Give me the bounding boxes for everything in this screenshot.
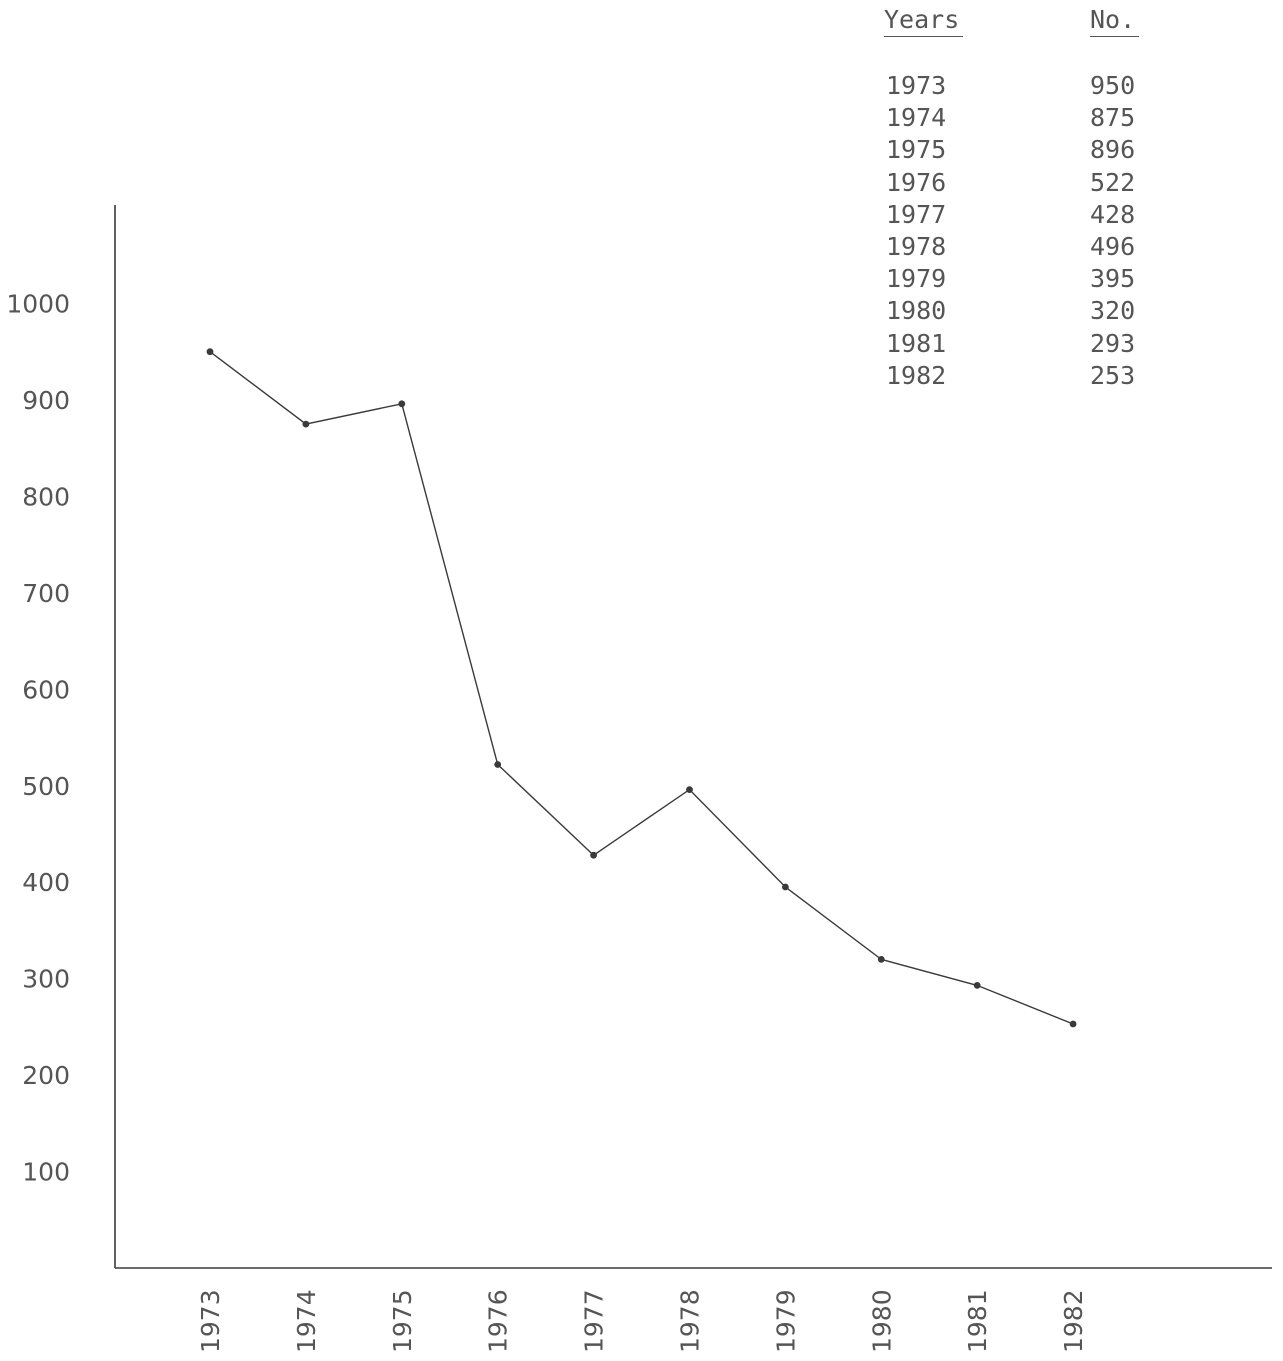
series-layer [206,348,1077,1028]
table-cell-year: 1980 [886,296,947,326]
table-cell-no: 428 [1090,199,1136,229]
x-tick-label: 1978 [676,1289,705,1353]
table-row: 1973 950 [884,70,1154,102]
table-row: 1975 896 [884,134,1154,166]
data-table: Years No. 1973 950 1974 875 1975 896 197… [884,4,1154,392]
table-header: Years No. [884,4,1154,40]
table-row: 1974 875 [884,102,1154,134]
y-tick-label: 700 [22,579,70,608]
y-tick-labels: 1000 900 800 700 600 500 400 300 200 100 [6,290,70,1187]
table-cell-year: 1977 [886,199,947,229]
table-cell-year: 1981 [886,328,947,358]
x-tick-label: 1982 [1059,1289,1088,1353]
x-tick-label: 1975 [388,1289,417,1353]
table-row: 1978 496 [884,231,1154,263]
table-cell-no: 496 [1090,231,1136,261]
data-point [590,851,597,859]
table-cell-no: 522 [1090,167,1136,197]
data-point [1069,1020,1077,1028]
y-tick-label: 100 [22,1158,70,1187]
table-row: 1977 428 [884,199,1154,231]
data-point [494,761,502,768]
y-tick-label: 400 [22,868,70,897]
table-cell-no: 395 [1090,264,1136,294]
years-column-header: Years [884,4,964,37]
chart-axes [114,205,1272,1269]
table-cell-year: 1976 [886,167,947,197]
table-row: 1979 395 [884,263,1154,295]
x-tick-label: 1974 [292,1289,321,1353]
data-point [686,786,693,793]
data-point [973,982,981,989]
table-cell-year: 1975 [886,135,947,165]
x-tick-label: 1973 [196,1289,225,1353]
y-tick-label: 1000 [6,290,70,319]
data-point [302,420,310,428]
x-tick-label: 1981 [963,1289,992,1353]
table-cell-year: 1979 [886,264,947,294]
table-cell-year: 1978 [886,231,947,261]
x-tick-label: 1979 [771,1289,800,1353]
table-cell-no: 950 [1090,71,1136,100]
y-tick-label: 200 [22,1061,70,1090]
table-cell-no: 896 [1090,135,1136,165]
series-line [209,351,1074,1025]
x-tick-label: 1977 [580,1289,609,1353]
y-tick-label: 600 [22,675,70,704]
table-row: 1980 320 [884,295,1154,327]
table-row: 1981 293 [884,328,1154,360]
data-point [398,400,406,408]
table-cell-no: 320 [1090,296,1136,326]
table-row: 1976 522 [884,167,1154,199]
y-tick-label: 900 [22,386,70,415]
x-tick-labels: 1973 1974 1975 1976 1977 1978 1979 1980 1981 1982 [196,1289,1088,1353]
x-tick-label: 1980 [867,1289,896,1353]
table-row: 1982 253 [884,360,1154,392]
table-cell-no: 293 [1090,328,1136,358]
data-point [877,956,885,963]
table-cell-no: 253 [1090,360,1136,390]
y-tick-label: 300 [22,965,70,994]
x-tick-label: 1976 [484,1289,513,1353]
y-tick-label: 800 [22,482,70,511]
table-cell-year: 1982 [886,360,947,390]
data-point [782,883,789,891]
y-tick-label: 500 [22,772,70,801]
table-cell-year: 1973 [886,71,947,100]
table-cell-no: 875 [1090,103,1136,133]
no-column-header: No. [1090,4,1140,37]
table-cell-year: 1974 [886,103,947,133]
data-point [206,348,214,356]
